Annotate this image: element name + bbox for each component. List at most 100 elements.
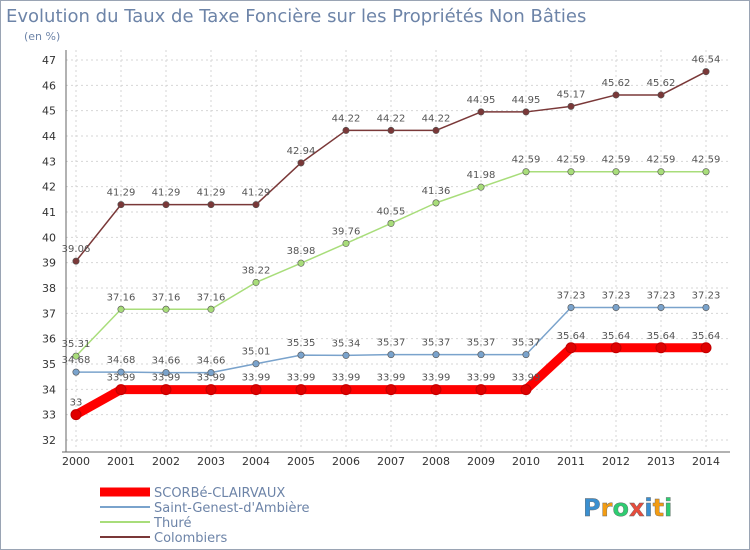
data-label: 34.68 <box>62 355 91 366</box>
logo-letter: o <box>612 494 629 522</box>
data-label: 42.59 <box>692 155 721 166</box>
x-tick-label: 2002 <box>152 455 180 468</box>
y-tick-label: 34 <box>42 383 56 396</box>
data-point <box>342 239 350 247</box>
x-tick-label: 2001 <box>107 455 135 468</box>
data-point <box>117 368 125 376</box>
data-point <box>567 304 575 312</box>
data-point <box>207 201 215 209</box>
data-point <box>567 102 575 110</box>
data-point <box>115 384 127 396</box>
data-point <box>475 384 487 396</box>
data-label: 45.17 <box>557 89 586 100</box>
data-label: 33.99 <box>287 373 316 384</box>
data-label: 33.99 <box>467 373 496 384</box>
legend-entry: SCORBé-CLAIRVAUX <box>154 486 285 501</box>
axes: 32 33 34 35 36 37 38 39 40 41 42 43 44 45 46 47 2000 2001… <box>42 50 730 468</box>
y-tick-label: 35 <box>42 358 56 371</box>
data-point <box>610 342 622 354</box>
y-axis-unit: (en %) <box>24 30 60 43</box>
data-point <box>72 352 80 360</box>
y-tick-label: 32 <box>42 434 56 447</box>
data-label: 35.37 <box>377 338 406 349</box>
data-point <box>162 305 170 313</box>
data-point <box>612 168 620 176</box>
data-label: 41.98 <box>467 170 496 181</box>
y-tick-label: 42 <box>42 181 56 194</box>
data-point <box>612 91 620 99</box>
data-point <box>565 342 577 354</box>
data-point <box>387 351 395 359</box>
logo-letter: r <box>601 494 613 522</box>
data-point <box>252 278 260 286</box>
data-label: 33.99 <box>152 373 181 384</box>
x-tick-label: 2011 <box>557 455 585 468</box>
data-label: 33.99 <box>332 373 361 384</box>
data-label: 35.31 <box>62 339 91 350</box>
data-point <box>297 259 305 267</box>
logo-letter: i <box>664 494 672 522</box>
x-tick-label: 2012 <box>602 455 630 468</box>
data-label: 37.16 <box>197 292 226 303</box>
data-point <box>250 384 262 396</box>
data-label: 44.95 <box>512 95 541 106</box>
data-label: 35.37 <box>512 338 541 349</box>
data-label: 42.94 <box>287 146 316 157</box>
data-label: 35.64 <box>647 331 676 342</box>
data-label: 44.22 <box>332 113 361 124</box>
data-label: 34.66 <box>197 356 226 367</box>
data-point <box>430 384 442 396</box>
data-label: 39.06 <box>62 244 91 255</box>
data-point <box>252 360 260 368</box>
series-line <box>75 170 707 357</box>
x-tick-label: 2005 <box>287 455 315 468</box>
data-point <box>522 351 530 359</box>
data-label: 42.59 <box>647 155 676 166</box>
data-label: 38.22 <box>242 265 271 276</box>
data-label: 35.01 <box>242 347 271 358</box>
data-label: 42.59 <box>602 155 631 166</box>
data-point <box>477 183 485 191</box>
data-point <box>117 305 125 313</box>
data-point <box>702 304 710 312</box>
data-label: 37.23 <box>647 291 676 302</box>
x-tick-label: 2013 <box>647 455 675 468</box>
data-label: 35.64 <box>602 331 631 342</box>
data-label: 41.29 <box>197 188 226 199</box>
data-label: 38.98 <box>287 246 316 257</box>
data-label: 35.34 <box>332 338 361 349</box>
data-point <box>387 219 395 227</box>
data-label: 44.22 <box>377 113 406 124</box>
data-label: 33.99 <box>512 373 541 384</box>
x-tick-label: 2008 <box>422 455 450 468</box>
data-label: 37.23 <box>692 291 721 302</box>
data-label: 35.35 <box>287 338 316 349</box>
x-tick-label: 2007 <box>377 455 405 468</box>
y-tick-label: 36 <box>42 333 56 346</box>
proxiti-logo: Proxiti <box>583 494 673 522</box>
data-point <box>477 351 485 359</box>
data-point <box>477 108 485 116</box>
data-label: 35.37 <box>422 338 451 349</box>
data-label: 42.59 <box>512 155 541 166</box>
data-label: 35.37 <box>467 338 496 349</box>
data-label: 33.99 <box>422 373 451 384</box>
data-point <box>657 91 665 99</box>
x-tick-label: 2014 <box>692 455 720 468</box>
logo-letter: P <box>583 494 601 522</box>
data-point <box>432 126 440 134</box>
x-tick-label: 2010 <box>512 455 540 468</box>
data-point <box>702 68 710 76</box>
data-point <box>520 384 532 396</box>
chart-title: Evolution du Taux de Taxe Foncière sur l… <box>6 6 586 27</box>
data-point <box>117 201 125 209</box>
data-label: 35.64 <box>692 331 721 342</box>
data-label: 34.66 <box>152 356 181 367</box>
data-point <box>522 108 530 116</box>
logo-letter: t <box>653 494 664 522</box>
data-point <box>657 168 665 176</box>
y-tick-label: 41 <box>42 206 56 219</box>
x-tick-label: 2004 <box>242 455 270 468</box>
data-label: 44.22 <box>422 113 451 124</box>
data-label: 39.76 <box>332 226 361 237</box>
